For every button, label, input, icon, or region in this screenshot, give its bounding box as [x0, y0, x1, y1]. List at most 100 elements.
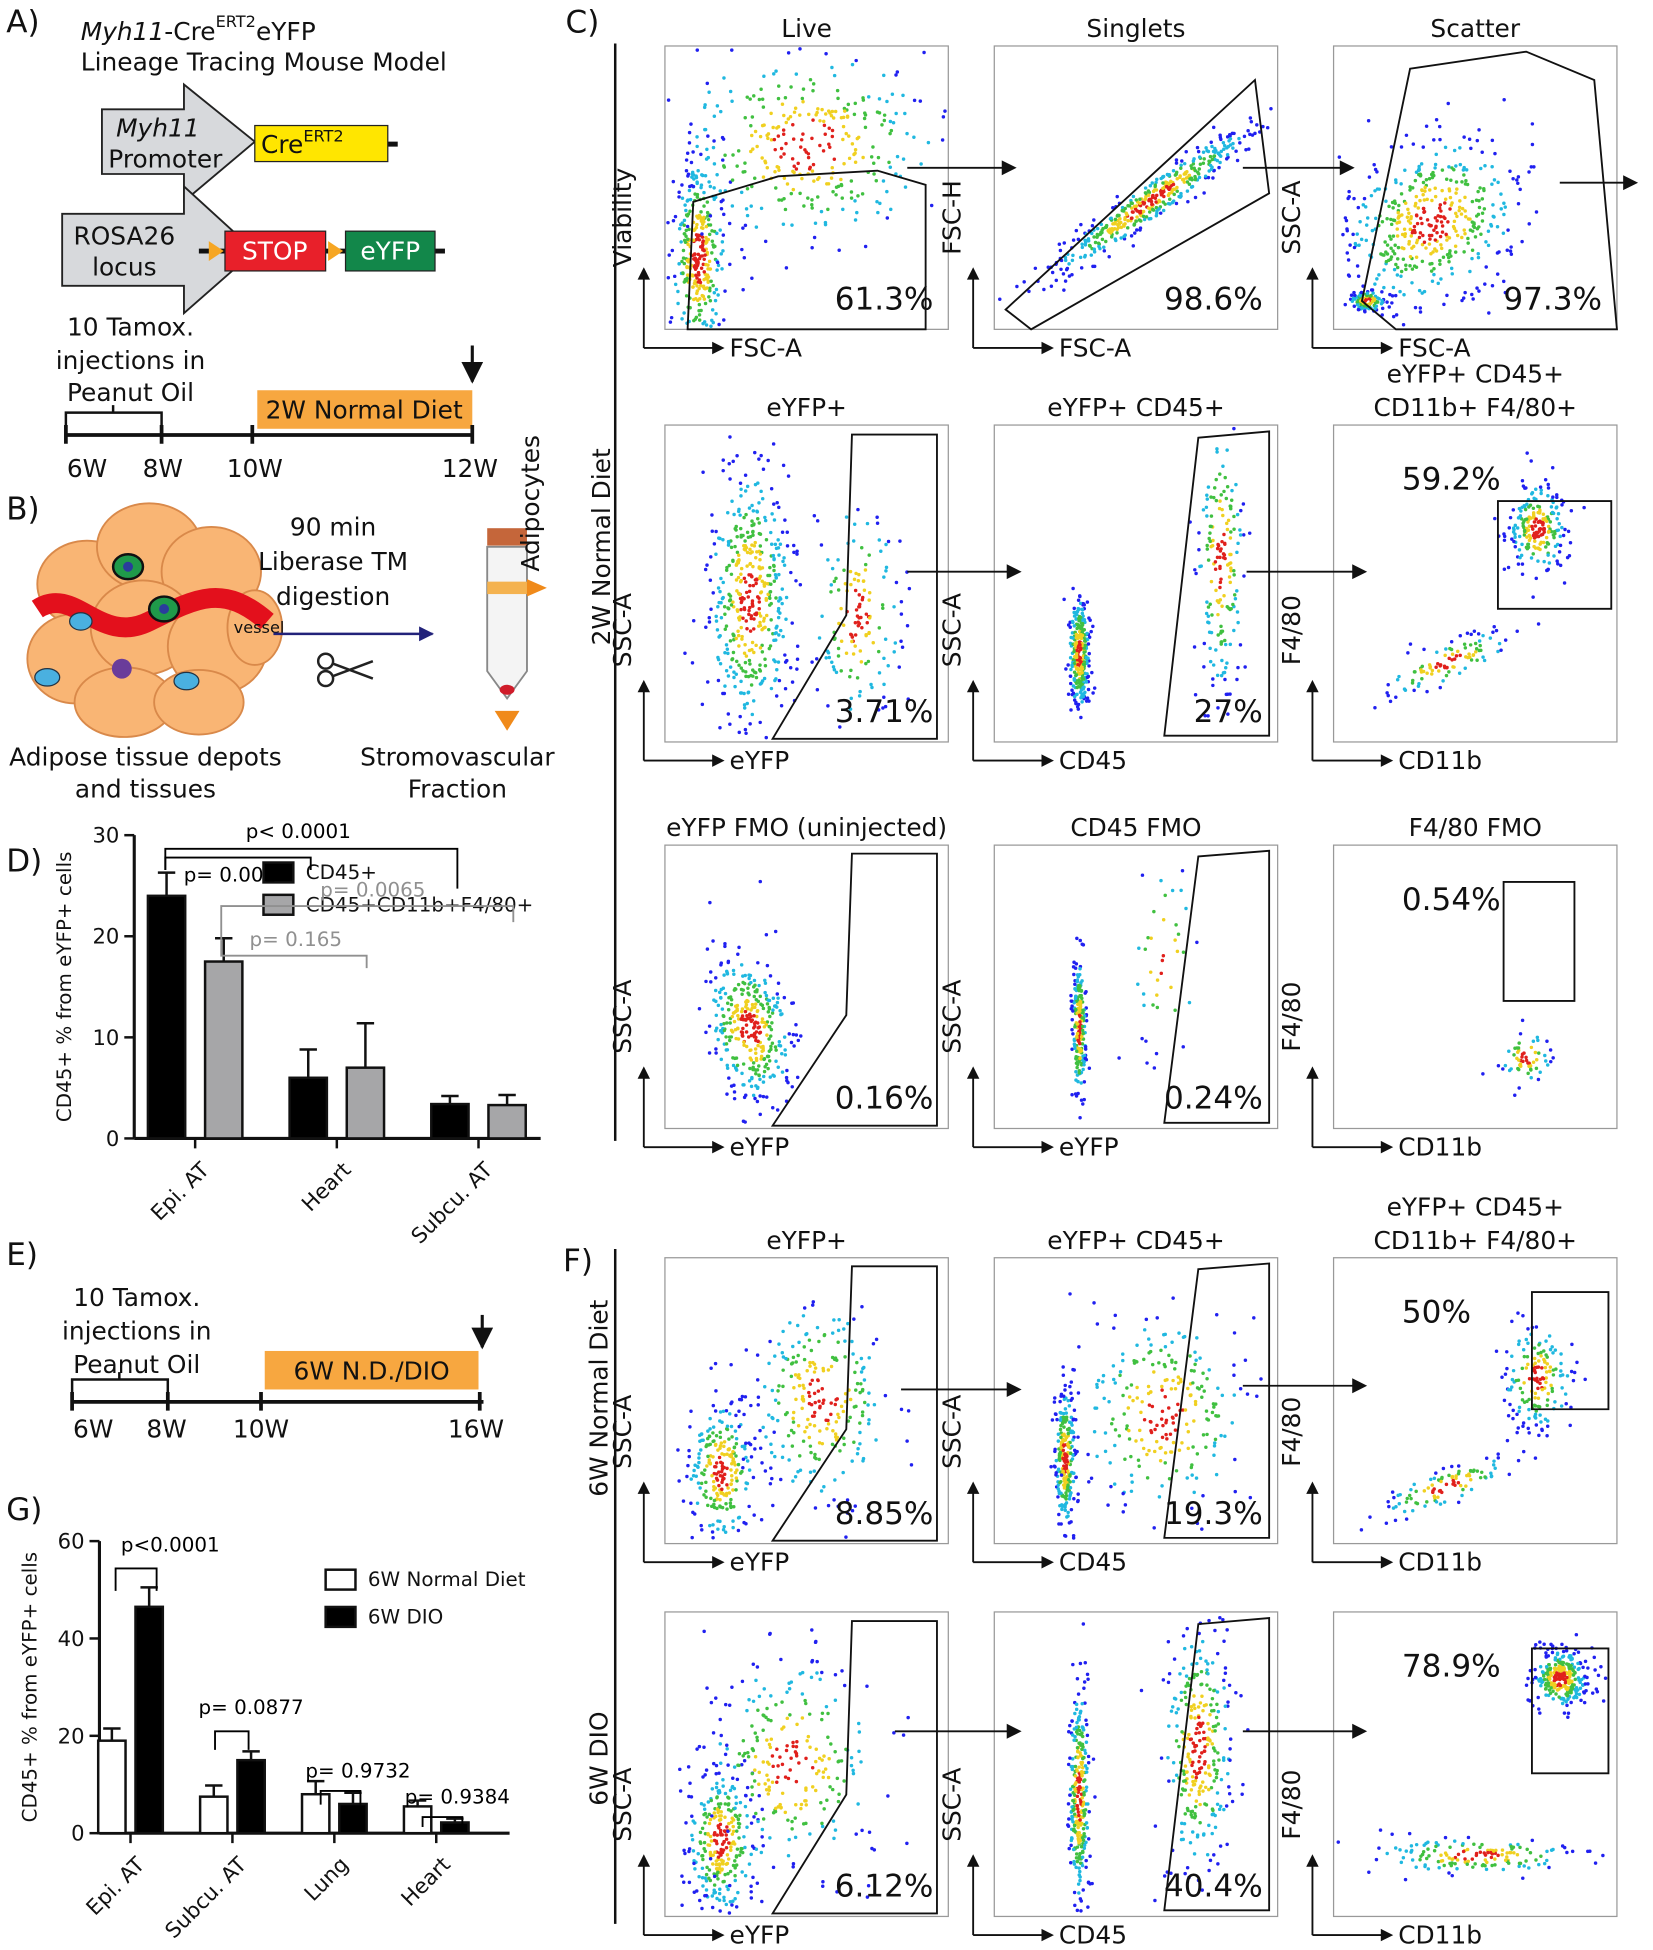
- event-dot: [789, 1040, 794, 1045]
- event-dot: [758, 1428, 762, 1433]
- event-dot: [731, 1449, 735, 1454]
- event-dot: [679, 222, 683, 227]
- arrow-head: [637, 267, 651, 280]
- event-dot: [1531, 1039, 1536, 1043]
- event-dot: [719, 1491, 723, 1495]
- event-dot: [745, 1007, 750, 1011]
- event-dot: [877, 626, 882, 630]
- event-dot: [700, 1471, 704, 1475]
- event-dot: [1078, 966, 1082, 971]
- event-dot: [1402, 687, 1407, 691]
- event-dot: [1059, 1473, 1064, 1477]
- event-dot: [786, 117, 791, 121]
- event-dot: [1513, 535, 1517, 540]
- event-dot: [1080, 242, 1084, 246]
- event-dot: [1073, 986, 1077, 991]
- event-dot: [1134, 198, 1138, 202]
- event-dot: [853, 148, 858, 152]
- event-dot: [1174, 201, 1179, 206]
- event-dot: [760, 1003, 765, 1008]
- event-dot: [878, 201, 882, 206]
- event-dot: [1179, 888, 1183, 893]
- event-dot: [810, 198, 814, 202]
- event-dot: [829, 114, 834, 118]
- event-dot: [1056, 1432, 1061, 1437]
- event-dot: [1073, 1025, 1077, 1029]
- event-dot: [1463, 231, 1467, 236]
- event-dot: [685, 1474, 689, 1479]
- event-dot: [1544, 1376, 1548, 1380]
- event-dot: [1536, 622, 1541, 626]
- event-dot: [717, 1483, 721, 1488]
- event-dot: [793, 1475, 798, 1479]
- event-dot: [1141, 992, 1146, 996]
- event-dot: [1534, 1325, 1539, 1329]
- fat-layer: [487, 581, 527, 595]
- event-dot: [719, 996, 723, 1000]
- event-dot: [771, 996, 776, 1000]
- event-dot: [1111, 1417, 1115, 1421]
- event-dot: [1075, 936, 1079, 941]
- event-dot: [1533, 1412, 1538, 1417]
- event-dot: [770, 512, 774, 516]
- event-dot: [791, 137, 796, 141]
- event-dot: [1373, 706, 1377, 710]
- event-dot: [708, 970, 713, 974]
- event-dot: [716, 1037, 720, 1042]
- event-dot: [1205, 514, 1209, 518]
- event-dot: [844, 515, 849, 519]
- event-dot: [759, 206, 764, 211]
- event-dot: [743, 1444, 747, 1448]
- event-dot: [1407, 239, 1412, 244]
- event-dot: [867, 1418, 871, 1422]
- event-dot: [1145, 1452, 1149, 1457]
- event-dot: [1550, 1386, 1554, 1391]
- event-dot: [719, 1460, 723, 1465]
- event-dot: [705, 81, 710, 86]
- event-dot: [742, 651, 747, 655]
- event-dot: [841, 124, 846, 129]
- event-dot: [1228, 536, 1233, 540]
- event-dot: [753, 1436, 757, 1441]
- event-dot: [1121, 1352, 1125, 1356]
- event-dot: [739, 494, 743, 498]
- event-dot: [1208, 154, 1213, 159]
- event-dot: [810, 169, 815, 173]
- event-dot: [1224, 157, 1229, 161]
- event-dot: [706, 237, 711, 242]
- event-dot: [792, 550, 796, 555]
- event-dot: [747, 658, 752, 663]
- event-dot: [738, 513, 742, 517]
- event-dot: [712, 542, 717, 546]
- event-dot: [940, 138, 945, 142]
- event-dot: [809, 1402, 814, 1407]
- event-dot: [1162, 1362, 1167, 1367]
- gate-percent: 97.3%: [1503, 282, 1602, 318]
- event-dot: [1432, 266, 1436, 271]
- event-dot: [1042, 287, 1046, 292]
- event-dot: [1219, 149, 1224, 154]
- event-dot: [1161, 208, 1166, 213]
- injection-line: Peanut Oil: [67, 378, 194, 407]
- svf-cells: [34, 553, 200, 691]
- event-dot: [740, 1469, 744, 1474]
- event-dot: [1080, 1028, 1085, 1033]
- event-dot: [1080, 1016, 1085, 1020]
- event-dot: [810, 246, 814, 250]
- event-dot: [754, 1071, 758, 1076]
- event-dot: [724, 669, 729, 673]
- event-dot: [1441, 215, 1446, 219]
- event-dot: [863, 568, 868, 572]
- event-dot: [682, 311, 686, 315]
- event-dot: [1388, 292, 1392, 297]
- event-dot: [687, 1454, 691, 1459]
- event-dot: [826, 1368, 831, 1372]
- event-dot: [1070, 688, 1074, 692]
- event-dot: [1189, 164, 1193, 168]
- plot-frame: [1332, 844, 1618, 1130]
- event-dot: [848, 674, 852, 679]
- event-dot: [736, 1528, 741, 1533]
- event-dot: [1152, 909, 1156, 914]
- event-dot: [730, 657, 734, 662]
